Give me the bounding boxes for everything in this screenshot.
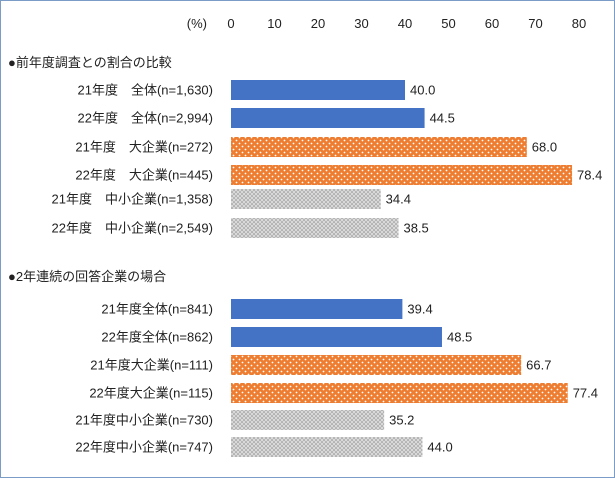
bar-large bbox=[231, 165, 573, 185]
value-label: 44.0 bbox=[427, 440, 452, 455]
category-label: 22年度 全体(n=2,994) bbox=[78, 111, 213, 126]
category-label: 21年度中小企業(n=730) bbox=[75, 413, 213, 428]
x-tick-label: 10 bbox=[267, 16, 281, 31]
bar-large bbox=[231, 355, 522, 375]
x-tick-label: 30 bbox=[354, 16, 368, 31]
bar-large bbox=[231, 137, 527, 157]
value-label: 39.4 bbox=[407, 302, 432, 317]
x-tick-label: 0 bbox=[227, 16, 234, 31]
x-axis-ticks: 0 10 20 30 40 50 60 70 80 bbox=[227, 16, 586, 31]
bar-sme bbox=[231, 218, 399, 238]
value-label: 78.4 bbox=[577, 168, 602, 183]
x-tick-label: 20 bbox=[311, 16, 325, 31]
value-label: 68.0 bbox=[532, 140, 557, 155]
value-label: 44.5 bbox=[430, 111, 455, 126]
x-tick-label: 50 bbox=[441, 16, 455, 31]
value-label: 38.5 bbox=[403, 221, 428, 236]
category-label: 21年度 中小企業(n=1,358) bbox=[52, 192, 213, 207]
group-title-1: ●前年度調査との割合の比較 bbox=[8, 55, 172, 70]
category-label: 21年度全体(n=841) bbox=[101, 302, 213, 317]
bar-large bbox=[231, 383, 568, 403]
x-tick-label: 60 bbox=[485, 16, 499, 31]
category-label: 22年度大企業(n=115) bbox=[89, 386, 213, 401]
bar-group-1: 21年度 全体(n=1,630) 40.0 22年度 全体(n=2,994) 44.5… bbox=[52, 80, 602, 238]
bar-group-2: 21年度全体(n=841) 39.4 22年度全体(n=862) 48.5 21年度大企… bbox=[75, 299, 598, 457]
x-tick-label: 80 bbox=[572, 16, 586, 31]
value-label: 40.0 bbox=[410, 83, 435, 98]
bar-all bbox=[231, 327, 442, 347]
category-label: 21年度大企業(n=111) bbox=[90, 358, 213, 373]
category-label: 21年度 全体(n=1,630) bbox=[78, 83, 213, 98]
bar-all bbox=[231, 80, 405, 100]
unit-label: (%) bbox=[187, 16, 207, 31]
bar-sme bbox=[231, 410, 385, 430]
value-label: 48.5 bbox=[447, 330, 472, 345]
group-title-2: ●2年連続の回答企業の場合 bbox=[8, 269, 166, 284]
category-label: 22年度全体(n=862) bbox=[101, 330, 213, 345]
bar-all bbox=[231, 299, 403, 319]
bar-all bbox=[231, 108, 425, 128]
bar-sme bbox=[231, 437, 423, 457]
x-tick-label: 70 bbox=[528, 16, 542, 31]
category-label: 22年度 中小企業(n=2,549) bbox=[52, 221, 213, 236]
category-label: 21年度 大企業(n=272) bbox=[75, 140, 213, 155]
x-tick-label: 40 bbox=[398, 16, 412, 31]
value-label: 77.4 bbox=[573, 386, 598, 401]
bar-sme bbox=[231, 189, 381, 209]
value-label: 34.4 bbox=[386, 192, 411, 207]
category-label: 22年度 大企業(n=445) bbox=[75, 168, 213, 183]
value-label: 66.7 bbox=[526, 358, 551, 373]
value-label: 35.2 bbox=[389, 413, 414, 428]
category-label: 22年度中小企業(n=747) bbox=[75, 440, 213, 455]
